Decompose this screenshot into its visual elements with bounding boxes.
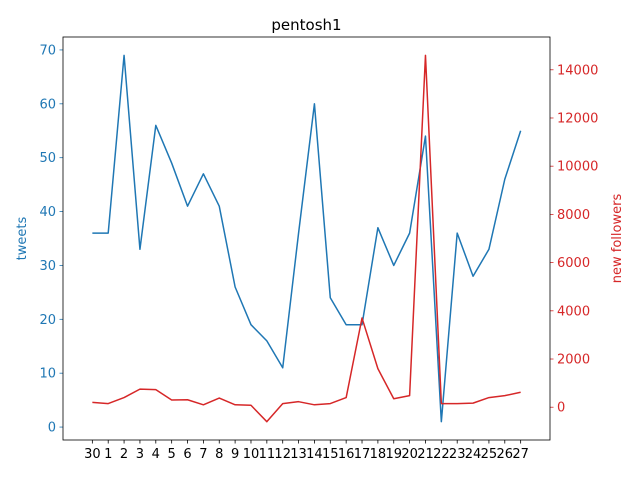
x-tick-label: 2 — [120, 447, 128, 462]
x-tick-label: 13 — [290, 447, 307, 462]
x-axis-ticks: 30 1 2 3 4 5 6 7 8 9 10 11 12 13 14 15 16 17 18 19 20 21 22 23 2… — [84, 440, 529, 462]
right-tick-label: 8000 — [557, 208, 590, 223]
left-tick-label: 30 — [39, 259, 56, 274]
right-tick-label: 14000 — [557, 63, 598, 78]
left-axis-ticks: 0 10 20 30 40 50 60 70 — [39, 43, 63, 436]
x-tick-label: 10 — [243, 447, 260, 462]
plot-area — [63, 37, 550, 440]
x-tick-label: 9 — [231, 447, 239, 462]
x-tick-label: 26 — [497, 447, 514, 462]
x-tick-label: 19 — [385, 447, 402, 462]
x-tick-label: 11 — [259, 447, 276, 462]
left-tick-label: 20 — [39, 313, 56, 328]
right-axis-ticks: 0 2000 4000 6000 8000 10000 12000 14000 — [550, 63, 598, 416]
x-tick-label: 17 — [354, 447, 371, 462]
right-tick-label: 2000 — [557, 353, 590, 368]
right-tick-label: 12000 — [557, 111, 598, 126]
x-tick-label: 15 — [322, 447, 339, 462]
series-line-tweets — [92, 54, 522, 423]
x-tick-label: 14 — [306, 447, 323, 462]
series-lines — [92, 54, 522, 423]
x-tick-label: 22 — [433, 447, 450, 462]
left-tick-label: 60 — [39, 97, 56, 112]
x-tick-label: 20 — [401, 447, 418, 462]
left-tick-label: 0 — [48, 421, 56, 436]
x-tick-label: 30 — [84, 447, 101, 462]
right-tick-label: 4000 — [557, 304, 590, 319]
right-tick-label: 10000 — [557, 160, 598, 175]
x-tick-label: 8 — [215, 447, 223, 462]
plot-frame — [62, 36, 551, 441]
x-tick-label: 1 — [104, 447, 112, 462]
chart-title: pentosh1 — [271, 16, 341, 34]
x-tick-label: 16 — [338, 447, 355, 462]
series-line-new-followers — [92, 54, 521, 423]
x-tick-label: 5 — [168, 447, 176, 462]
left-axis-title: tweets — [15, 216, 30, 260]
left-tick-label: 70 — [39, 43, 56, 58]
x-tick-label: 24 — [465, 447, 482, 462]
x-tick-label: 21 — [417, 447, 434, 462]
x-tick-label: 12 — [274, 447, 291, 462]
right-tick-label: 6000 — [557, 256, 590, 271]
left-tick-label: 50 — [39, 151, 56, 166]
x-tick-label: 7 — [199, 447, 207, 462]
x-tick-label: 18 — [370, 447, 387, 462]
x-tick-label: 25 — [481, 447, 498, 462]
x-tick-label: 27 — [512, 447, 529, 462]
right-axis-title: new followers — [610, 194, 625, 284]
left-tick-label: 40 — [39, 205, 56, 220]
x-tick-label: 3 — [136, 447, 144, 462]
x-tick-label: 4 — [152, 447, 160, 462]
x-tick-label: 6 — [183, 447, 191, 462]
left-tick-label: 10 — [39, 367, 56, 382]
x-tick-label: 23 — [449, 447, 466, 462]
right-tick-label: 0 — [557, 401, 565, 416]
